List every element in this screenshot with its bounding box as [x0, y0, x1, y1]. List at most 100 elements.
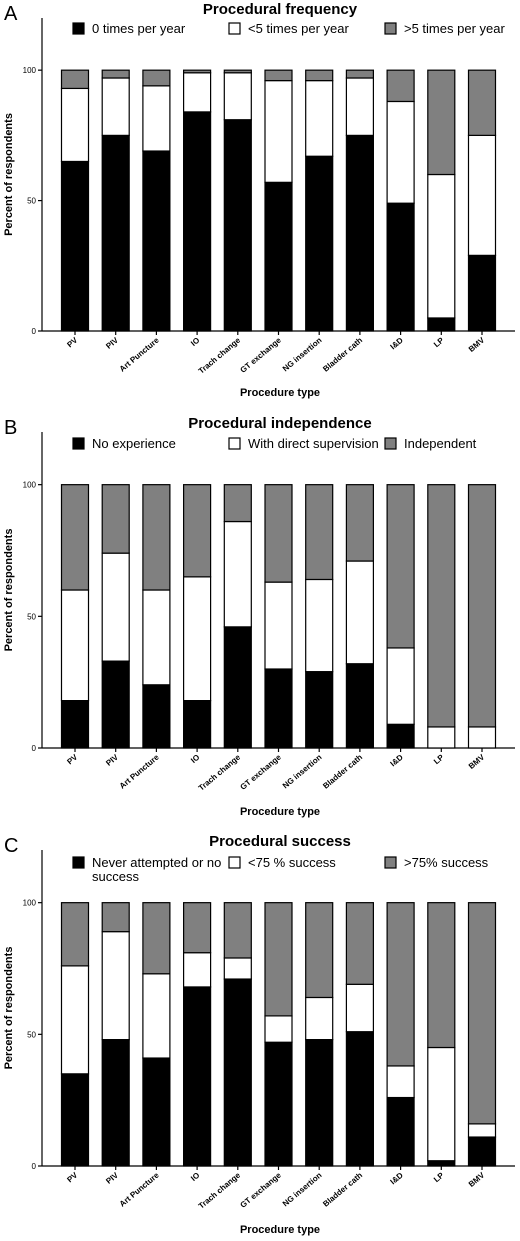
bar-segment-no-experience — [60, 699, 90, 749]
x-tick-label: IO — [189, 753, 201, 765]
bar-segment-75-success — [305, 902, 334, 999]
x-tick-label: GT exchange — [239, 335, 284, 375]
bar-segment-no-experience — [183, 699, 212, 749]
x-tick-label: IO — [189, 336, 201, 348]
x-tick-label: GT exchange — [239, 1170, 284, 1210]
legend-label-5-times-per-year: <5 times per year — [248, 21, 349, 36]
bar-segment-no-experience — [101, 660, 130, 749]
x-tick-label: PIV — [104, 752, 120, 768]
x-tick-label: NG insertion — [281, 336, 324, 374]
chart-panel-b: B Procedural independence No experience Wit… — [3, 415, 515, 818]
bar-segment-75-success — [142, 973, 171, 1059]
x-tick-label: PV — [65, 335, 79, 349]
x-axis-label: Procedure type — [240, 1224, 320, 1236]
bar-segment-never-attempted-or-no-success — [386, 1096, 415, 1167]
x-axis-label: Procedure type — [240, 387, 320, 399]
chart-title: Procedural success — [209, 833, 351, 850]
bar-segment-with-direct-supervision — [345, 560, 374, 665]
bar-segment-5-times-per-year — [386, 69, 415, 103]
bar-segment-no-experience — [264, 668, 293, 749]
bar-segment-independent — [386, 484, 415, 649]
bar-segment-5-times-per-year — [467, 134, 497, 256]
x-tick-label: I&D — [389, 752, 406, 768]
legend-swatch-75-success — [384, 856, 397, 869]
bar-segment-75-success — [264, 1015, 293, 1043]
x-tick-label: LP — [432, 1170, 446, 1184]
bar-segment-0-times-per-year — [305, 155, 334, 332]
bar-segment-5-times-per-year — [223, 69, 252, 74]
legend-swatch-no-experience — [72, 437, 85, 450]
bar-segment-5-times-per-year — [427, 69, 456, 176]
bar-segment-independent — [305, 484, 334, 581]
bar-segment-75-success — [223, 957, 252, 980]
bar-segment-0-times-per-year — [223, 119, 252, 332]
bar-segment-75-success — [427, 902, 456, 1049]
bar-segment-5-times-per-year — [305, 69, 334, 82]
y-axis-label: Percent of respondents — [3, 529, 15, 652]
legend-swatch-75-success — [228, 856, 241, 869]
bar-segment-75-success — [142, 902, 171, 975]
y-tick-label: 100 — [23, 481, 37, 490]
bar-segment-independent — [467, 484, 497, 728]
chart-panel-a: A Procedural frequency 0 times per year <5 … — [3, 1, 515, 399]
legend-swatch-5-times-per-year — [384, 22, 397, 35]
bar-segment-with-direct-supervision — [427, 726, 456, 749]
bar-segment-5-times-per-year — [101, 69, 130, 79]
bar-segment-5-times-per-year — [101, 77, 130, 136]
bar-segment-never-attempted-or-no-success — [60, 1073, 90, 1167]
bar-segment-never-attempted-or-no-success — [427, 1160, 456, 1167]
x-tick-label: I&D — [389, 335, 406, 351]
x-tick-label: BMV — [467, 752, 487, 771]
x-tick-label: I&D — [389, 1170, 406, 1186]
bar-segment-0-times-per-year — [467, 254, 497, 332]
bar-segment-0-times-per-year — [427, 317, 456, 332]
panel-label: A — [4, 3, 18, 25]
bar-segment-75-success — [386, 902, 415, 1067]
x-tick-label: PV — [65, 1170, 79, 1184]
bar-segment-no-experience — [142, 684, 171, 749]
bar-segment-75-success — [60, 902, 90, 967]
bar-segment-never-attempted-or-no-success — [183, 986, 212, 1167]
legend-swatch-with-direct-supervision — [228, 437, 241, 450]
legend-label-with-direct-supervision: With direct supervision — [248, 436, 379, 451]
bar-segment-75-success — [101, 931, 130, 1041]
bar-segment-75-success — [305, 996, 334, 1041]
bar-segment-never-attempted-or-no-success — [345, 1031, 374, 1167]
bar-segment-75-success — [60, 965, 90, 1075]
panel-label: B — [4, 417, 17, 439]
x-tick-label: Bladder cath — [321, 753, 364, 791]
bar-segment-0-times-per-year — [264, 181, 293, 332]
bar-segment-never-attempted-or-no-success — [142, 1057, 171, 1167]
y-tick-label: 0 — [32, 744, 37, 753]
bar-segment-never-attempted-or-no-success — [305, 1038, 334, 1167]
bar-segment-0-times-per-year — [60, 160, 90, 332]
bar-segment-5-times-per-year — [305, 79, 334, 157]
legend-label-independent: Independent — [404, 436, 477, 451]
x-tick-label: PIV — [104, 1170, 120, 1186]
chart-panel-c: C Procedural success Never attempted or no… — [3, 833, 515, 1236]
x-tick-label: BMV — [467, 1170, 487, 1189]
bar-segment-with-direct-supervision — [386, 647, 415, 725]
bar-segment-75-success — [183, 952, 212, 988]
bar-segment-5-times-per-year — [386, 100, 415, 204]
bar-segment-5-times-per-year — [183, 72, 212, 113]
x-tick-label: BMV — [467, 335, 487, 354]
legend-swatch-5-times-per-year — [228, 22, 241, 35]
bar-segment-with-direct-supervision — [223, 520, 252, 628]
bar-segment-never-attempted-or-no-success — [467, 1136, 497, 1167]
legend-label-75-success: >75% success — [404, 855, 489, 870]
x-tick-label: GT exchange — [239, 752, 284, 792]
bar-segment-5-times-per-year — [60, 87, 90, 163]
bar-segment-independent — [183, 484, 212, 578]
bar-segment-75-success — [467, 1123, 497, 1138]
bar-segment-independent — [142, 484, 171, 591]
legend-label-never-attempted-or-no-success: Never attempted or no success — [92, 855, 221, 884]
bar-segment-independent — [60, 484, 90, 591]
x-tick-label: Art Puncture — [118, 335, 161, 373]
bar-segment-75-success — [467, 902, 497, 1125]
bar-segment-75-success — [101, 902, 130, 933]
legend-swatch-0-times-per-year — [72, 22, 85, 35]
x-tick-label: LP — [432, 335, 446, 349]
bar-segment-5-times-per-year — [345, 77, 374, 136]
bar-segment-never-attempted-or-no-success — [264, 1041, 293, 1167]
